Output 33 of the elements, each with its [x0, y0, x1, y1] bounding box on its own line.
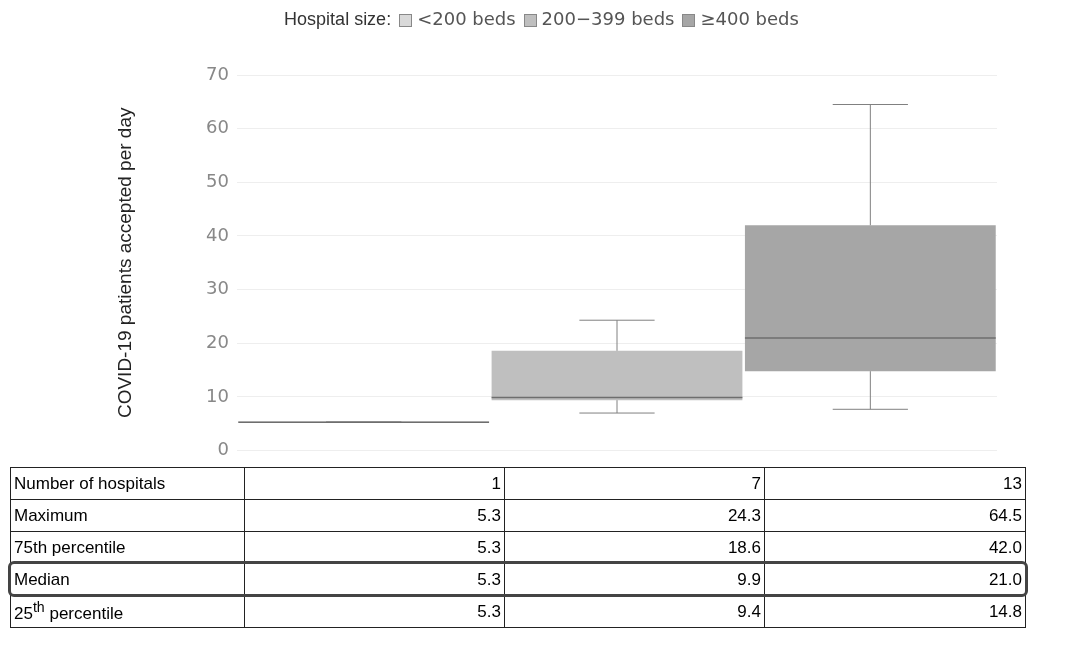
text: Number of hospitals: [10, 467, 245, 500]
legend-title: Hospital size:: [284, 9, 392, 29]
y-tick-label: 40: [206, 223, 229, 245]
text: 1: [244, 467, 505, 500]
text: 13: [764, 467, 1026, 500]
text: 75th percentile: [10, 531, 245, 564]
y-tick-label: 60: [206, 116, 229, 138]
y-tick-label: 10: [206, 384, 229, 406]
text: 5.3: [244, 499, 505, 532]
text: 25$^{th}$ percentile: [10, 595, 245, 628]
y-tick-label: 70: [206, 62, 229, 84]
text: 14.8: [764, 595, 1026, 628]
text: 24.3: [504, 499, 765, 532]
text: 42.0: [764, 531, 1026, 564]
text: 5.3: [244, 563, 505, 596]
y-tick-label: 0: [217, 438, 229, 460]
legend-label: ≥400 beds: [700, 8, 799, 29]
text: 21.0: [764, 563, 1026, 596]
legend-label: 200−399 beds: [541, 8, 675, 29]
text: 5.3: [244, 531, 505, 564]
text: Maximum: [10, 499, 245, 532]
y-tick-label: 20: [206, 330, 229, 352]
text: 5.3: [244, 595, 505, 628]
y-tick-label: 50: [206, 169, 229, 191]
legend-label: <200 beds: [417, 8, 516, 29]
y-axis-title: COVID-19 patients accepted per day: [113, 107, 135, 419]
text: 18.6: [504, 531, 765, 564]
text: 9.4: [504, 595, 765, 628]
text: 9.9: [504, 563, 765, 596]
text: Median: [10, 563, 245, 596]
text: 64.5: [764, 499, 1026, 532]
text: 7: [504, 467, 765, 500]
y-tick-label: 30: [206, 277, 229, 299]
